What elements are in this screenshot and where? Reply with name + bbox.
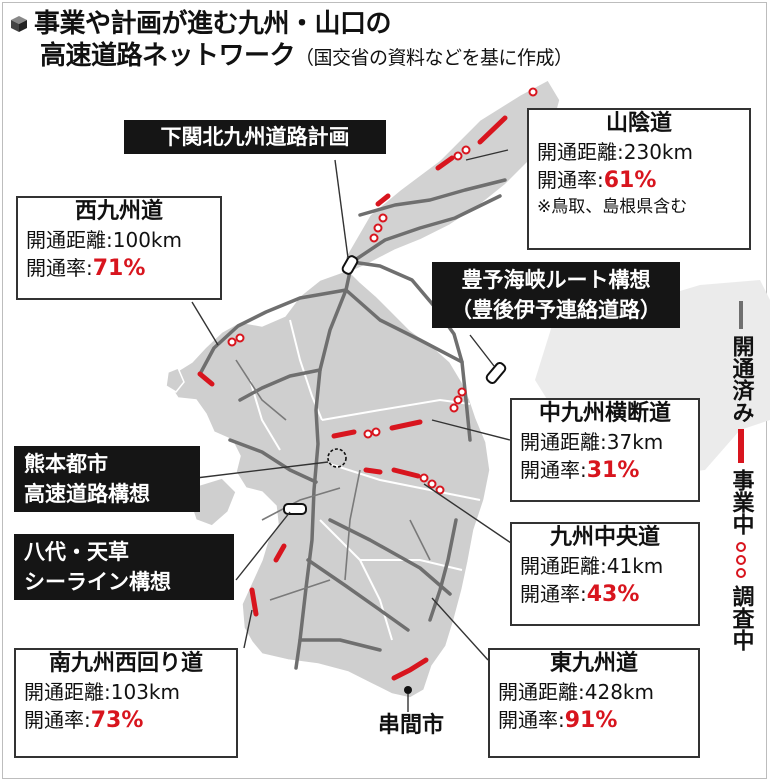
nakakyushu-road-box: 中九州横断道 開通距離:37km 開通率:31% [510,398,700,502]
local-roads [235,359,431,601]
title-block: 事業や計画が進む九州・山口の 高速道路ネットワーク（国交省の資料などを基に作成） [10,8,573,74]
rate-row: 開通率:73% [24,708,144,733]
legend-survey-label: 調査中 [728,585,754,651]
shimonoseki-plan-label: 下関北九州道路計画 [124,120,386,154]
construction-legend-icon [738,429,744,463]
road-name: 東九州道 [549,651,638,676]
callout-leaders [191,149,515,661]
sanin-road-box: 山陰道 開通距離:230km 開通率:61% ※鳥取、島根県含む [527,108,751,250]
road-name: 九州中央道 [549,525,660,550]
title-line-1: 事業や計画が進む九州・山口の [10,8,573,40]
hoyo-plan-marker [485,361,507,385]
rate-row: 開通率:91% [498,708,618,733]
distance-row: 開通距離:230km [537,140,693,164]
legend: 開通済み 事業中 調査中 [723,295,759,651]
shimonoseki-plan-marker [341,255,359,275]
road-name: 南九州西回り道 [48,651,203,676]
yatsushiro-plan-label: 八代・天草 シーライン構想 [14,534,234,600]
rate-row: 開通率:71% [26,256,146,281]
distance-row: 開通距離:103km [24,680,180,704]
prefecture-note: ※鳥取、島根県含む [537,197,688,217]
open-expressways [198,178,507,670]
kyushuchuo-road-box: 九州中央道 開通距離:41km 開通率:43% [510,522,700,626]
minamikyushu-nishimawari-road-box: 南九州西回り道 開通距離:103km 開通率:73% [14,648,238,758]
kushima-city-dot [404,686,412,694]
distance-row: 開通距離:100km [26,228,182,252]
construction-segments [197,115,508,681]
title-line-2: 高速道路ネットワーク（国交省の資料などを基に作成） [40,41,573,71]
kumamoto-plan-label: 熊本都市 高速道路構想 [14,446,200,512]
road-name: 山陰道 [605,111,672,136]
rate-row: 開通率:31% [520,458,640,483]
yatsushiro-plan-marker [283,503,307,515]
hoyo-plan-label: 豊予海峡ルート構想 （豊後伊予連絡道路） [432,262,680,328]
survey-circles [227,87,538,495]
distance-row: 開通距離:428km [498,680,654,704]
road-name: 西九州道 [74,199,163,224]
legend-open-label: 開通済み [728,335,754,423]
legend-construction-label: 事業中 [728,469,754,535]
rate-row: 開通率:43% [520,582,640,607]
survey-legend-icon [736,542,746,578]
kushima-city-label: 串間市 [378,713,445,738]
distance-row: 開通距離:37km [520,430,664,454]
kumamoto-plan-marker [327,448,347,468]
road-name: 中九州横断道 [538,401,671,426]
source-note: （国交省の資料などを基に作成） [295,47,573,69]
open-road-legend-icon [739,301,743,329]
nishikyushu-road-box: 西九州道 開通距離:100km 開通率:71% [16,196,222,300]
higashikyushu-road-box: 東九州道 開通距離:428km 開通率:91% [488,648,700,758]
distance-row: 開通距離:41km [520,554,664,578]
cube-icon [11,16,27,32]
rate-row: 開通率:61% [537,168,657,193]
west-small-island [165,367,185,393]
